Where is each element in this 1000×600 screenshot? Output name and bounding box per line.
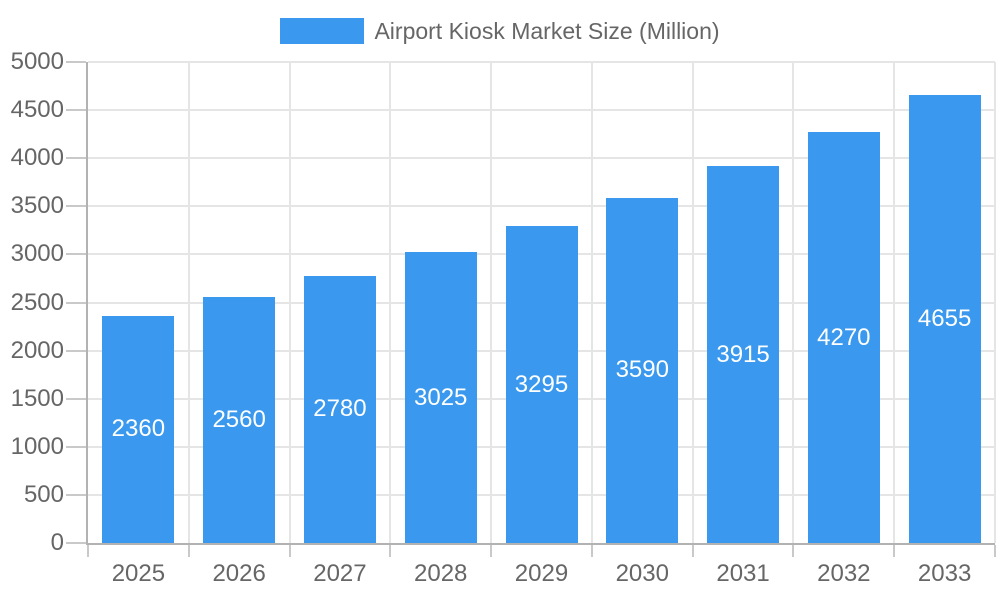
y-axis-tick <box>66 157 86 160</box>
gridline-horizontal <box>88 109 995 112</box>
gridline-horizontal <box>88 157 995 160</box>
y-axis-tick-label: 2500 <box>10 288 64 316</box>
y-axis-tick <box>66 349 86 352</box>
legend-label: Airport Kiosk Market Size (Million) <box>374 18 720 44</box>
x-axis-tick <box>187 545 190 557</box>
bar[interactable]: 2360 <box>102 315 175 543</box>
bar-value-label: 3295 <box>514 370 569 398</box>
bar[interactable]: 3295 <box>505 226 578 543</box>
bar[interactable]: 4270 <box>807 132 880 543</box>
legend-item[interactable]: Airport Kiosk Market Size (Million) <box>0 16 1000 46</box>
y-axis-tick <box>66 205 86 208</box>
y-axis-tick <box>66 301 86 304</box>
gridline-vertical <box>590 62 593 543</box>
bar-value-label: 4655 <box>917 305 972 333</box>
y-axis-tick-label: 4000 <box>10 144 64 172</box>
bar[interactable]: 3025 <box>404 252 477 543</box>
bar-value-label: 4270 <box>817 323 871 351</box>
bar-value-label: 3025 <box>414 383 468 411</box>
y-axis-tick <box>66 109 86 112</box>
gridline-vertical <box>691 62 694 543</box>
gridline-vertical <box>994 62 996 543</box>
bar[interactable]: 4655 <box>908 95 981 543</box>
x-axis-tick-label: 2025 <box>111 560 166 587</box>
y-axis-tick-label: 1500 <box>10 384 64 412</box>
gridline-horizontal <box>88 205 995 208</box>
y-axis-tick-label: 4500 <box>10 96 64 124</box>
x-axis-tick <box>994 545 996 557</box>
x-axis-tick-label: 2026 <box>212 560 266 587</box>
bar[interactable]: 2780 <box>303 275 376 543</box>
bar-value-label: 2780 <box>313 395 367 423</box>
bar[interactable]: 2560 <box>203 296 276 543</box>
bar[interactable]: 3915 <box>707 166 780 543</box>
gridline-vertical <box>893 62 896 543</box>
bar-value-label: 2360 <box>111 415 166 443</box>
x-axis-tick-label: 2031 <box>716 560 770 587</box>
x-axis-line <box>86 543 995 545</box>
y-axis-tick-label: 2000 <box>10 336 64 364</box>
bar-value-label: 2560 <box>212 405 266 433</box>
bar-value-label: 3590 <box>615 356 669 384</box>
y-axis-line <box>86 62 88 543</box>
x-axis-tick-label: 2027 <box>313 560 367 587</box>
legend-swatch <box>280 18 365 44</box>
x-axis-tick <box>389 545 392 557</box>
gridline-vertical <box>490 62 493 543</box>
y-axis-tick-label: 1000 <box>10 432 64 460</box>
y-axis-tick-label: 0 <box>50 529 64 556</box>
x-axis-tick <box>590 545 593 557</box>
y-axis-tick <box>66 397 86 400</box>
x-axis-tick-label: 2032 <box>817 560 871 587</box>
x-axis-tick <box>288 545 291 557</box>
x-axis-tick <box>691 545 694 557</box>
y-axis-tick-label: 500 <box>23 480 64 508</box>
y-axis-tick <box>66 542 86 544</box>
x-axis-tick-label: 2029 <box>514 560 569 587</box>
plot-area: 2360 2560 2780 3025 3295 3590 3915 4270 4655 0 50… <box>11 48 996 587</box>
gridline-vertical <box>187 62 190 543</box>
gridline-vertical <box>792 62 795 543</box>
x-axis-tick <box>792 545 795 557</box>
y-axis-tick-label: 5000 <box>10 48 64 75</box>
y-axis-tick-label: 3500 <box>10 192 64 220</box>
gridline-vertical <box>389 62 392 543</box>
y-axis-tick <box>66 61 86 63</box>
y-axis-tick <box>66 253 86 256</box>
x-axis-tick <box>893 545 896 557</box>
gridline-vertical <box>288 62 291 543</box>
x-axis-tick <box>87 545 89 557</box>
x-axis-tick-label: 2033 <box>917 560 972 587</box>
bar[interactable]: 3590 <box>606 197 679 543</box>
y-axis-tick-label: 3000 <box>10 240 64 268</box>
y-axis-tick <box>66 445 86 448</box>
gridline-horizontal <box>88 61 995 63</box>
y-axis-tick <box>66 493 86 496</box>
x-axis-tick-label: 2028 <box>414 560 468 587</box>
x-axis-tick-label: 2030 <box>615 560 669 587</box>
x-axis-tick <box>490 545 493 557</box>
bar-value-label: 3915 <box>716 340 770 368</box>
